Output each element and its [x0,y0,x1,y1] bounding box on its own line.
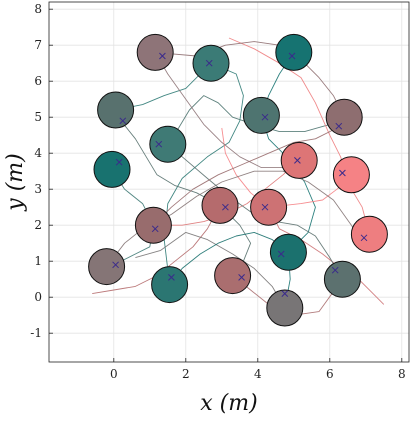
agent-disk [151,266,189,304]
agent-disk [136,33,174,71]
agent-disk [266,289,304,327]
agent-disk [323,260,361,298]
goal-marker [238,274,245,281]
agent-disk [149,125,187,163]
trajectory-line [169,231,289,285]
goal-marker [155,140,163,148]
agent-disk [192,44,230,82]
goal-marker [205,59,213,67]
goal-marker [360,234,368,242]
y-tick-label: 5 [34,110,42,124]
goal-marker [168,274,175,281]
goals [112,52,368,297]
trajectory-line [167,95,345,145]
agent-disk [88,248,126,286]
goal-marker [151,225,159,233]
goal-marker [277,250,285,258]
plot-frame [48,1,410,363]
goal-marker [331,266,339,274]
y-tick-label: -1 [30,326,42,340]
goal-marker [222,203,229,211]
x-tick-label: 6 [326,367,334,381]
goal-marker [294,157,301,164]
agent-disk [350,215,388,253]
agent-disk [280,141,318,179]
goal-marker [339,169,346,177]
y-tick-label: 7 [34,38,42,52]
goal-marker [261,203,269,211]
agent-disk [275,33,313,71]
trajectory-line [154,52,287,169]
trajectory-line [115,62,244,285]
goal-marker [288,52,296,60]
x-tick-label: 8 [398,367,406,381]
agent-disk [201,186,239,224]
trajectory-line [135,231,286,309]
agent-disk [242,96,280,134]
x-tick-label: 0 [110,367,118,381]
trajectory-line [228,37,370,235]
goal-marker [159,52,166,60]
agents [88,33,388,327]
x-axis-label: x (m) [200,391,257,416]
agent-disk [269,233,307,271]
agent-disk [134,206,172,244]
trajectory-line [120,120,252,276]
y-tick-label: 2 [34,218,42,232]
goal-marker [119,117,127,125]
agent-disk [93,150,131,188]
goal-marker [281,290,289,297]
y-tick-label: 8 [34,2,42,16]
trajectory-line [153,127,338,226]
goal-marker [261,113,269,121]
goal-marker [115,158,123,166]
y-tick-label: 6 [34,74,42,88]
agent-disk [214,257,252,295]
goal-marker [112,261,119,269]
y-tick-label: 0 [34,290,42,304]
agent-disk [97,91,135,129]
goal-marker [335,122,343,130]
x-tick-label: 2 [182,367,190,381]
x-tick-label: 4 [254,367,262,381]
y-tick-label: 4 [34,146,42,160]
tick-labels: 0 2 4 6 8 -1 0 1 2 3 4 5 6 7 8 [30,2,405,381]
agent-disk [250,188,288,226]
agent-disk [332,156,370,194]
y-tick-label: 1 [34,254,42,268]
y-axis-label: y (m) [3,153,28,211]
agent-disk [325,98,363,136]
y-tick-label: 3 [34,182,42,196]
